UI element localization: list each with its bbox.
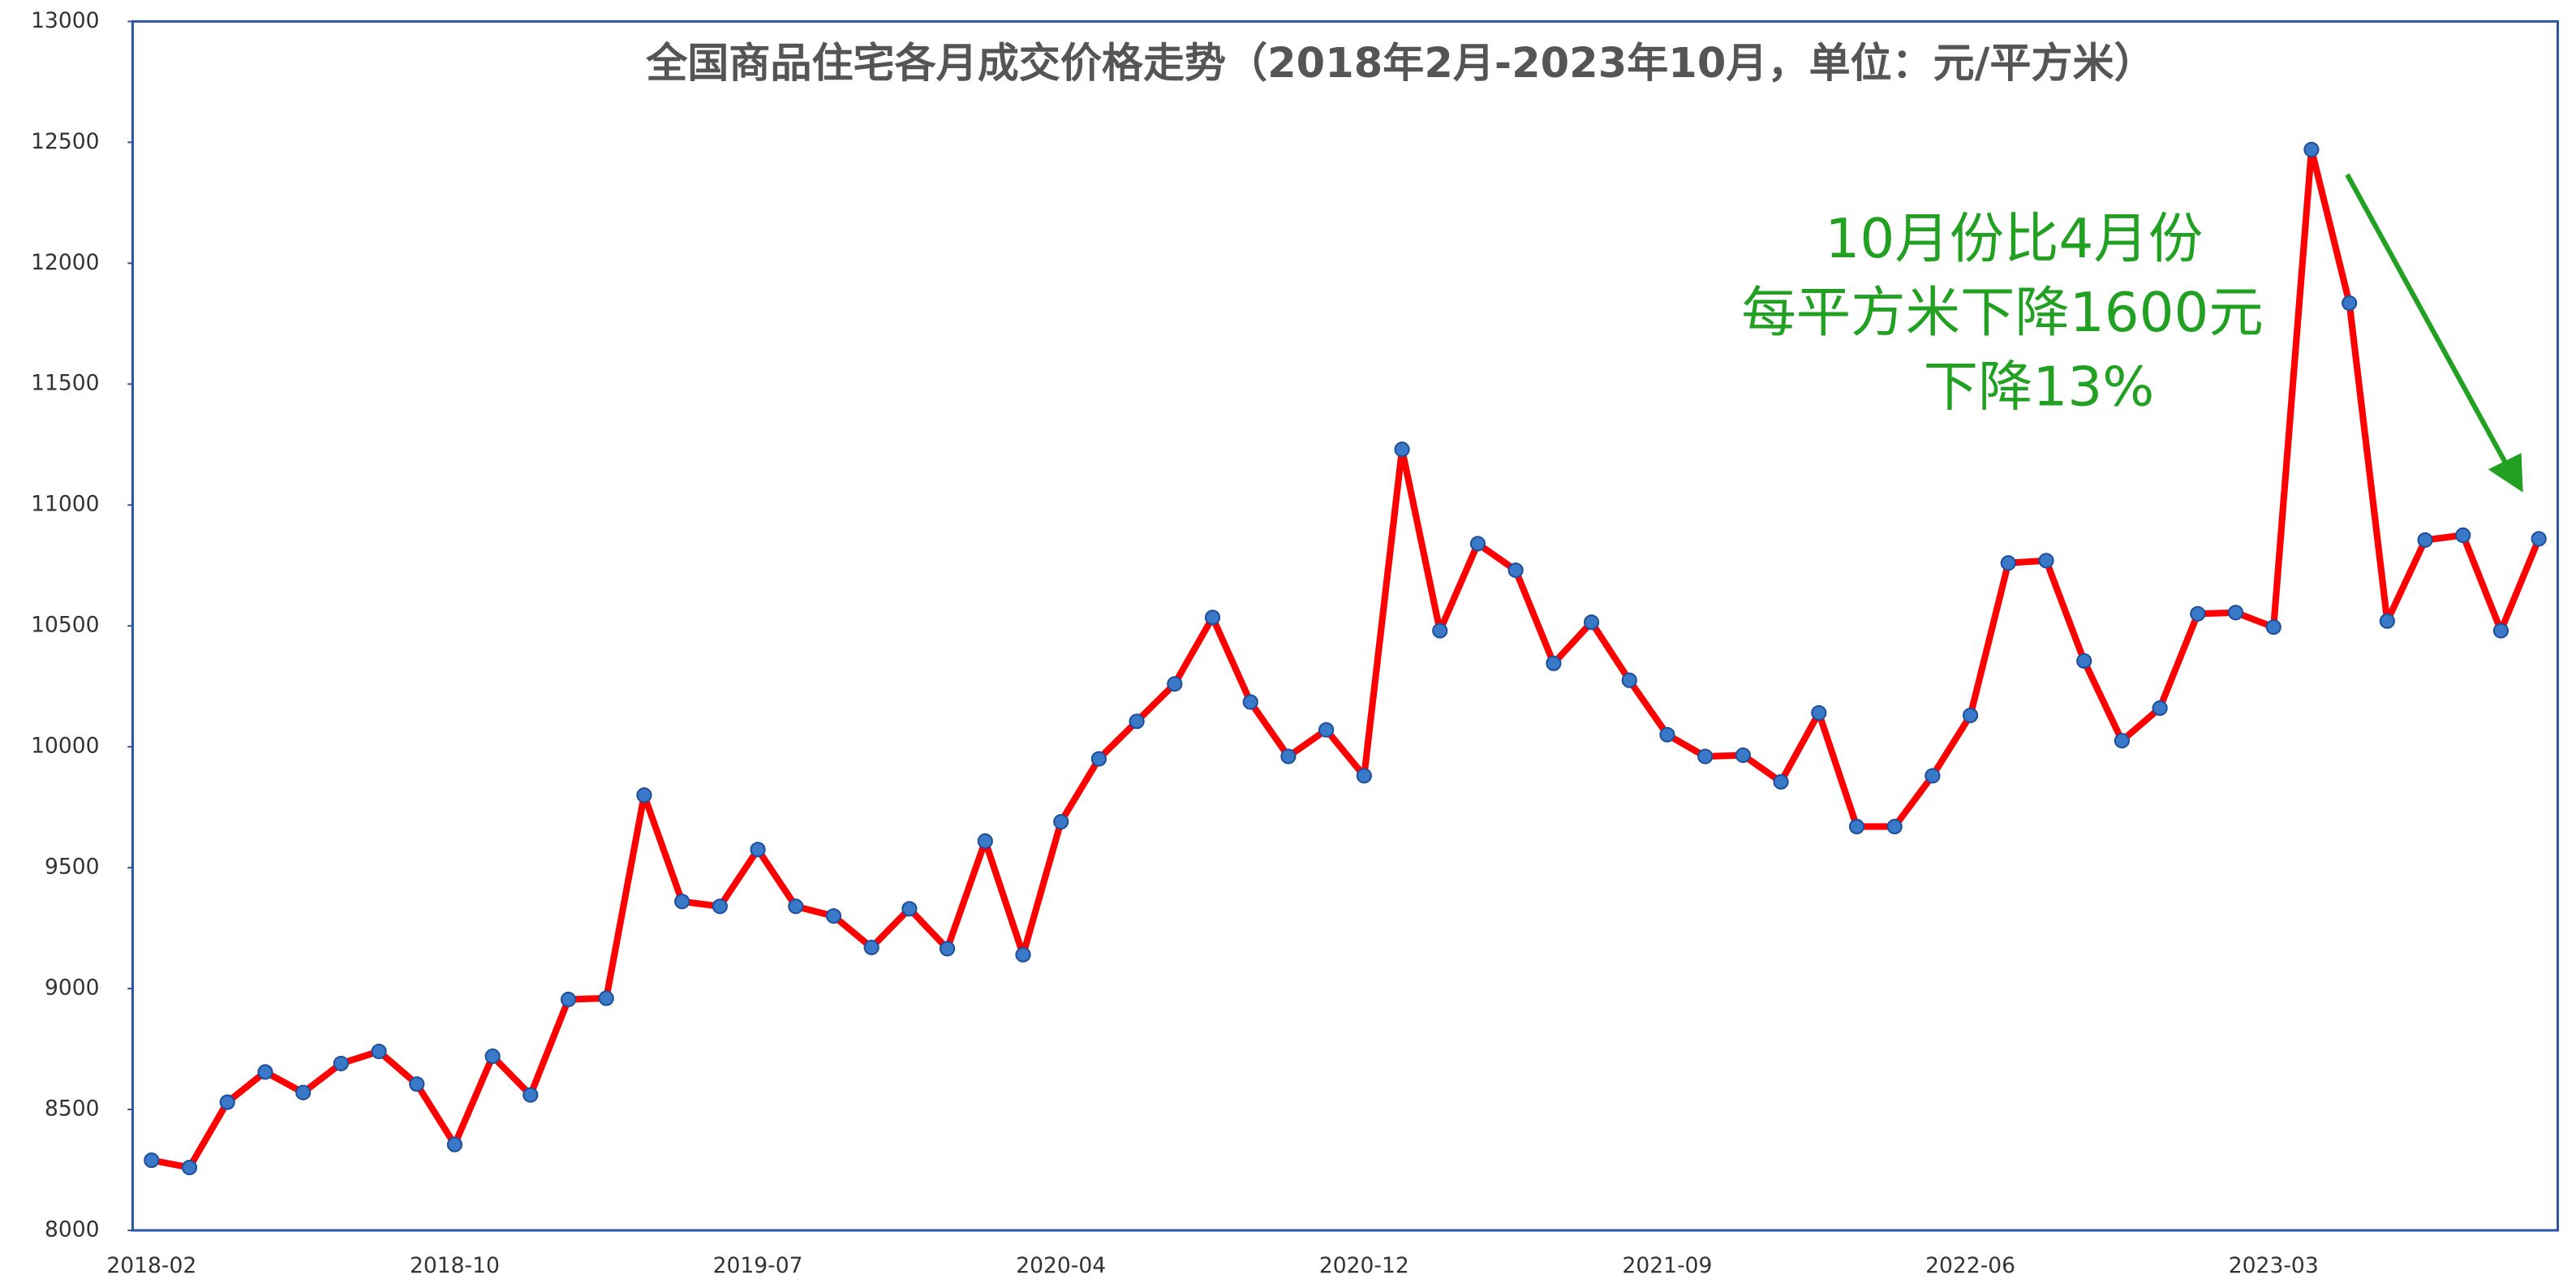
- arrow-head: [2488, 453, 2523, 493]
- y-tick-label: 12000: [31, 250, 99, 275]
- marker: [1015, 946, 1031, 963]
- x-tick-label: 2020-12: [1319, 1253, 1409, 1278]
- chart-title: 全国商品住宅各月成交价格走势（2018年2月-2023年10月，单位：元/平方米…: [645, 40, 2155, 88]
- y-tick-label: 11500: [31, 371, 99, 396]
- marker: [1811, 704, 1827, 721]
- x-tick-label: 2020-04: [1016, 1253, 1106, 1278]
- marker: [2455, 527, 2471, 543]
- x-tick-label: 2018-10: [410, 1253, 500, 1278]
- marker: [1773, 773, 1789, 790]
- marker: [181, 1159, 198, 1176]
- marker: [1469, 536, 1486, 552]
- marker: [1697, 748, 1714, 765]
- marker: [219, 1094, 235, 1110]
- marker: [2114, 733, 2131, 749]
- marker: [446, 1136, 463, 1152]
- y-tick-label: 13000: [31, 8, 99, 33]
- marker: [1394, 442, 1410, 458]
- marker: [523, 1087, 539, 1103]
- marker: [674, 894, 690, 910]
- marker: [1735, 747, 1751, 764]
- marker: [2265, 619, 2281, 635]
- marker: [144, 1152, 160, 1169]
- marker: [1167, 676, 1183, 692]
- y-tick-label: 10500: [31, 613, 99, 638]
- marker: [1924, 768, 1941, 784]
- x-tick-label: 2019-07: [713, 1253, 803, 1278]
- y-tick-label: 10000: [31, 734, 99, 759]
- marker: [1242, 694, 1258, 710]
- marker: [1053, 813, 1069, 830]
- marker: [371, 1043, 387, 1060]
- marker: [598, 990, 614, 1006]
- marker: [863, 939, 879, 955]
- marker: [2417, 532, 2433, 548]
- marker: [1204, 610, 1221, 626]
- marker: [2379, 613, 2395, 629]
- marker: [1356, 768, 1372, 784]
- marker: [750, 842, 766, 858]
- marker: [333, 1055, 349, 1071]
- marker: [1546, 655, 1562, 671]
- marker: [2076, 653, 2092, 669]
- marker: [560, 991, 577, 1007]
- marker: [901, 901, 918, 917]
- marker: [1507, 562, 1524, 579]
- marker: [825, 908, 842, 924]
- marker: [1886, 818, 1903, 834]
- annotation: 下降13%: [1924, 355, 2155, 419]
- marker: [295, 1084, 312, 1101]
- marker: [1280, 748, 1297, 765]
- y-tick-label: 9500: [45, 855, 100, 880]
- annotation: 10月份比4月份: [1826, 207, 2204, 270]
- y-tick-label: 8500: [45, 1096, 100, 1122]
- marker: [1848, 818, 1865, 834]
- marker: [2227, 605, 2244, 621]
- x-tick-label: 2018-02: [106, 1253, 196, 1278]
- marker: [636, 787, 652, 803]
- marker: [1963, 707, 1979, 723]
- y-tick-label: 8000: [45, 1217, 100, 1243]
- marker: [2190, 605, 2206, 622]
- y-tick-label: 11000: [31, 492, 99, 517]
- x-tick-label: 2021-09: [1622, 1253, 1712, 1278]
- line: [151, 146, 2542, 1171]
- marker: [1583, 614, 1600, 631]
- marker: [2152, 700, 2168, 717]
- marker: [788, 898, 804, 915]
- arrow: [2345, 173, 2509, 466]
- marker: [1090, 751, 1107, 767]
- marker: [712, 898, 728, 915]
- marker: [2492, 622, 2509, 639]
- marker: [1621, 672, 1637, 688]
- marker: [1129, 713, 1145, 730]
- annotation: 每平方米下降1600元: [1741, 281, 2263, 344]
- marker: [2531, 531, 2547, 547]
- marker: [1318, 722, 1335, 738]
- marker: [2342, 295, 2358, 311]
- marker: [1659, 726, 1675, 743]
- marker: [2303, 141, 2320, 157]
- y-tick-label: 9000: [45, 976, 100, 1001]
- x-tick-label: 2022-06: [1925, 1253, 2015, 1278]
- marker: [2000, 555, 2016, 571]
- marker: [2038, 553, 2054, 569]
- marker: [409, 1076, 425, 1092]
- marker: [939, 941, 956, 957]
- marker: [977, 833, 993, 849]
- x-tick-label: 2023-03: [2229, 1253, 2319, 1278]
- marker: [257, 1064, 273, 1080]
- y-tick-label: 12500: [31, 129, 99, 154]
- marker: [1432, 622, 1448, 639]
- marker: [484, 1048, 501, 1065]
